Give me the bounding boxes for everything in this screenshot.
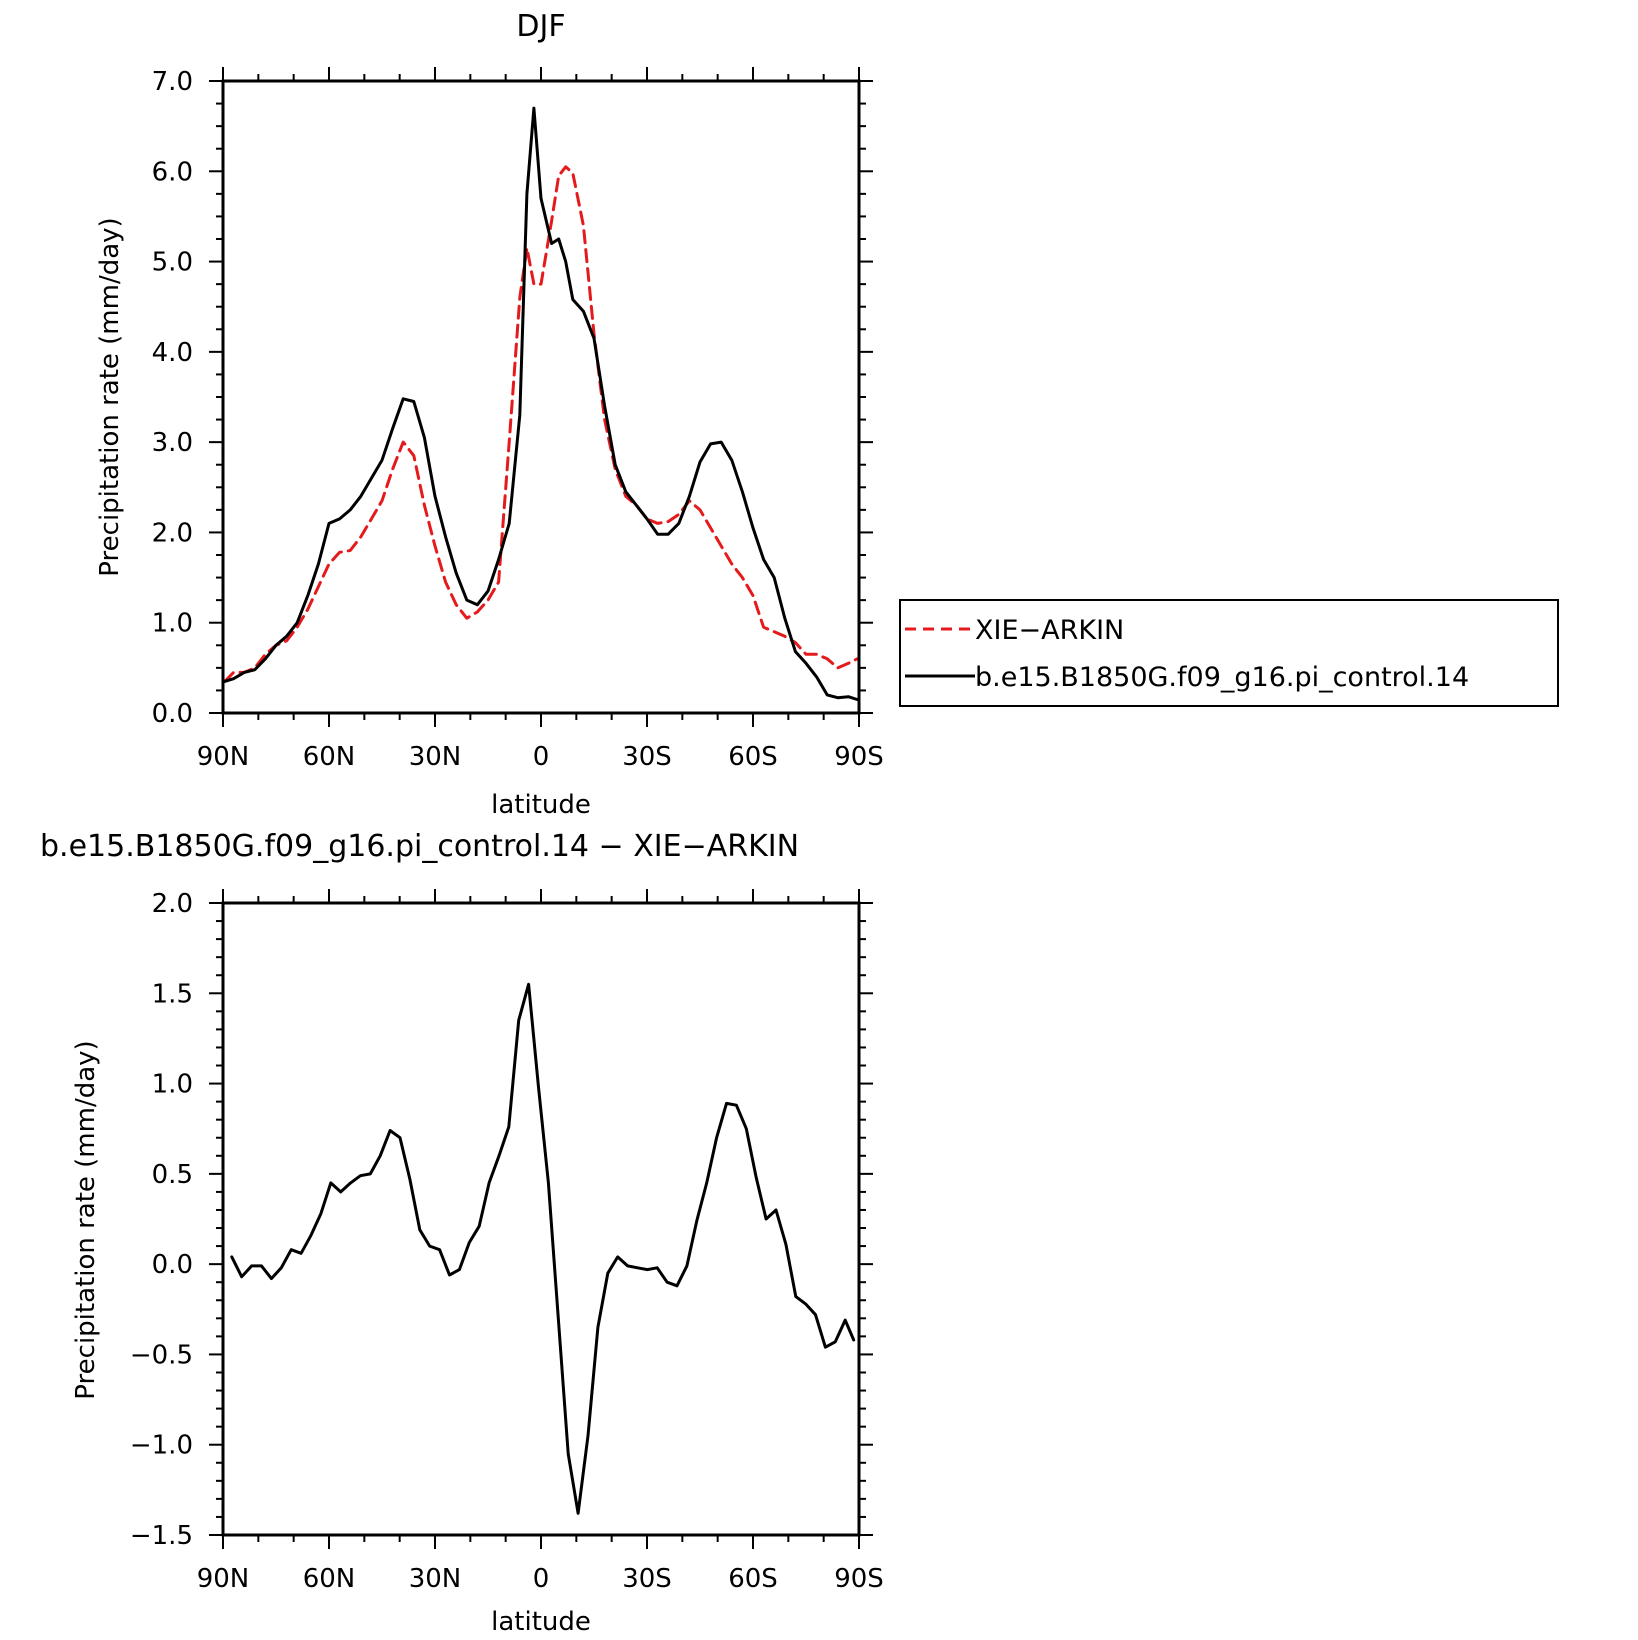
top-x-tick-label: 0 (533, 742, 550, 772)
top-y-tick-label: 1.0 (152, 609, 193, 639)
top-y-axis-title: Precipitation rate (mm/day) (95, 217, 125, 576)
top-y-tick-label: 4.0 (152, 338, 193, 368)
top-x-tick-label: 90S (834, 742, 884, 772)
top-y-tick-label: 2.0 (152, 518, 193, 548)
top-x-tick-label: 30N (409, 742, 462, 772)
bottom-x-tick-label: 0 (533, 1564, 550, 1594)
legend-box (899, 599, 1559, 707)
bottom-x-tick-label: 30S (622, 1564, 672, 1594)
top-y-tick-label: 7.0 (152, 67, 193, 97)
top-x-tick-label: 60S (728, 742, 778, 772)
bottom-series-line-0 (230, 982, 856, 1515)
top-y-tick-label: 6.0 (152, 157, 193, 187)
top-x-axis-title: latitude (491, 790, 591, 820)
legend: XIE−ARKIN b.e15.B1850G.f09_g16.pi_contro… (899, 599, 1559, 707)
top-x-tick-label: 60N (303, 742, 356, 772)
bottom-y-tick-label: −1.0 (130, 1431, 193, 1461)
bottom-y-tick-label: 1.5 (152, 979, 193, 1009)
bottom-plot-frame (221, 901, 861, 1537)
bottom-x-axis-title: latitude (491, 1607, 591, 1635)
top-series-line-0 (223, 165, 859, 683)
top-x-tick-label: 30S (622, 742, 672, 772)
bottom-panel: b.e15.B1850G.f09_g16.pi_control.14 − XIE… (40, 829, 884, 1637)
bottom-x-tick-label: 90N (197, 1564, 250, 1594)
top-plot-frame (221, 79, 861, 715)
bottom-y-tick-label: 0.0 (152, 1250, 193, 1280)
top-y-tick-label: 0.0 (152, 699, 193, 729)
bottom-y-axis-title: Precipitation rate (mm/day) (71, 1040, 101, 1399)
bottom-y-tick-label: 0.5 (152, 1160, 193, 1190)
top-y-tick-label: 5.0 (152, 248, 193, 278)
top-x-tick-label: 90N (197, 742, 250, 772)
legend-label-xie-arkin: XIE−ARKIN (975, 615, 1124, 646)
bottom-x-tick-label: 60S (728, 1564, 778, 1594)
top-y-tick-label: 3.0 (152, 428, 193, 458)
top-panel: DJF 90N 60N 30N 0 30S 60S 90S 0.0 1.0 2.0 3.0 4.0 5.… (95, 9, 1559, 820)
bottom-x-tick-label: 60N (303, 1564, 356, 1594)
legend-label-model: b.e15.B1850G.f09_g16.pi_control.14 (975, 662, 1469, 693)
bottom-panel-title: b.e15.B1850G.f09_g16.pi_control.14 − XIE… (40, 829, 799, 864)
bottom-x-tick-label: 30N (409, 1564, 462, 1594)
bottom-x-tick-label: 90S (834, 1564, 884, 1594)
top-series-line-1 (223, 106, 859, 701)
bottom-y-tick-label: −1.5 (130, 1521, 193, 1551)
bottom-y-tick-label: 2.0 (152, 889, 193, 919)
bottom-y-tick-label: −0.5 (130, 1340, 193, 1370)
top-panel-title: DJF (516, 9, 565, 44)
bottom-y-tick-label: 1.0 (152, 1070, 193, 1100)
